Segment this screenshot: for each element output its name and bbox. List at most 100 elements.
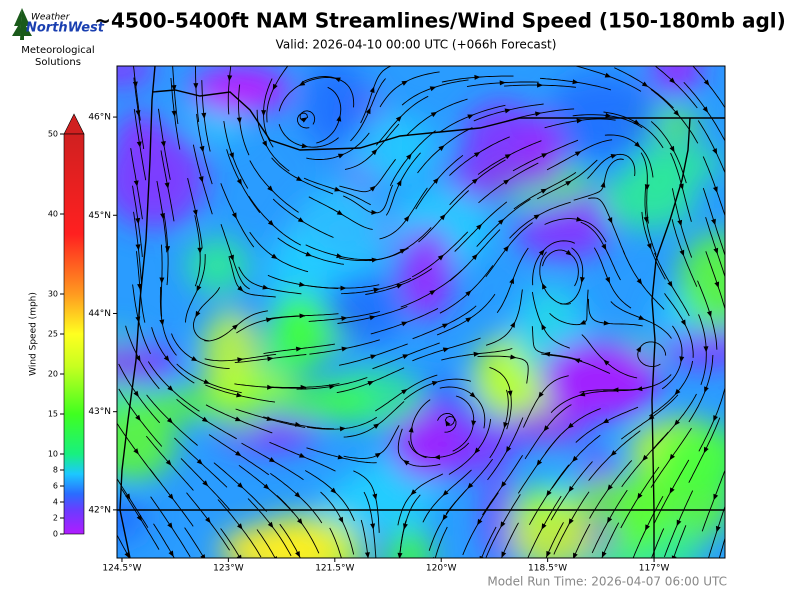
streamline-arrow: [336, 253, 343, 259]
streamline-arrow: [579, 319, 587, 325]
streamline-arrow: [437, 254, 444, 261]
streamline-arrow: [191, 356, 198, 362]
x-tick-label: 121.5°W: [315, 564, 354, 574]
streamline-arrow: [329, 384, 336, 390]
streamline-arrow: [198, 176, 204, 183]
streamline-arrow: [261, 110, 267, 117]
streamline-arrow: [237, 482, 244, 489]
streamline-arrow: [408, 426, 414, 433]
streamline-arrow: [369, 86, 375, 93]
colorbar-tick-label: 6: [53, 482, 58, 491]
map-frame: [116, 65, 726, 559]
streamline-arrow: [334, 186, 341, 192]
streamline-arrow: [294, 491, 301, 498]
streamline-arrow: [565, 180, 572, 186]
wind-field: [509, 500, 594, 558]
streamline-arrow: [199, 145, 205, 153]
streamline-arrow: [364, 552, 370, 558]
streamline-arrow: [401, 80, 408, 86]
streamline-arrow: [167, 522, 173, 529]
streamline-arrow: [533, 214, 541, 220]
streamline-arrow: [196, 458, 203, 465]
streamline-arrow: [499, 80, 506, 86]
streamline-arrow: [298, 80, 306, 86]
streamline-arrow: [410, 489, 417, 496]
streamline-arrow: [171, 85, 177, 92]
streamline-arrow: [578, 391, 586, 397]
streamline-arrow: [677, 219, 683, 227]
streamline: [184, 527, 205, 558]
logo-text: Weather: [31, 13, 71, 23]
streamline: [256, 529, 276, 558]
colorbar-tick-label: 25: [48, 330, 58, 339]
streamline-arrow: [429, 290, 436, 296]
streamline-arrow: [295, 550, 301, 558]
streamline-arrow: [135, 244, 141, 251]
streamline-arrow: [337, 153, 345, 159]
streamline-arrow: [713, 415, 718, 422]
streamline-arrow: [336, 210, 344, 216]
streamline-arrow: [702, 106, 709, 113]
streamline-arrow: [340, 285, 347, 291]
streamline: [434, 526, 448, 558]
colorbar-tick-label: 40: [48, 210, 58, 219]
streamline-arrow: [471, 420, 477, 427]
streamline-arrow: [167, 493, 174, 500]
colorbar-tick-label: 20: [48, 370, 58, 379]
streamline-arrow: [604, 72, 612, 78]
streamline-arrow: [607, 516, 613, 524]
streamline-arrow: [330, 487, 337, 494]
streamline-arrow: [402, 354, 409, 360]
streamline: [329, 527, 342, 558]
wind-field: [292, 187, 386, 283]
streamline-arrow: [160, 141, 166, 148]
wind-field: [514, 201, 613, 261]
streamline-arrow: [164, 182, 170, 189]
streamline-arrow: [305, 251, 312, 257]
streamline-arrow: [667, 280, 673, 288]
x-tick-label: 124.5°W: [102, 564, 141, 574]
wind-field: [320, 475, 406, 530]
streamline-arrow: [370, 354, 377, 360]
streamline-arrow: [339, 426, 346, 432]
streamline-arrow: [703, 446, 709, 454]
streamline-arrow: [713, 247, 719, 255]
streamline-arrow: [236, 392, 243, 398]
streamline-arrow: [537, 82, 544, 88]
streamline-arrow: [263, 483, 270, 490]
streamline-arrow: [643, 216, 649, 224]
streamline-arrow: [193, 83, 199, 90]
streamline-arrow: [236, 523, 243, 530]
colorbar-label: Wind Speed (mph): [29, 292, 39, 376]
streamline-arrow: [135, 217, 141, 225]
streamline-arrow: [294, 421, 302, 427]
streamline-arrow: [473, 351, 480, 357]
wind-field: [386, 525, 433, 558]
streamline-arrow: [674, 419, 680, 426]
streamline-arrow: [541, 323, 547, 331]
streamline-arrow: [711, 218, 716, 226]
wind-field: [446, 152, 534, 201]
streamline-arrow: [159, 319, 165, 326]
streamline-arrow: [510, 321, 516, 328]
streamline-arrow: [510, 354, 517, 360]
streamline-arrow: [680, 319, 686, 326]
wind-field: [342, 114, 436, 181]
streamline-arrow: [433, 454, 441, 460]
streamline-arrow: [474, 447, 481, 454]
wind-field: [117, 400, 177, 482]
streamline-arrow: [713, 493, 719, 501]
streamline-arrow: [646, 243, 652, 250]
streamline-arrow: [605, 112, 612, 118]
streamline-arrow: [703, 346, 709, 353]
streamline-arrow: [500, 521, 506, 528]
streamline-arrow: [648, 414, 655, 420]
wind-field: [545, 74, 660, 161]
streamline-arrow: [403, 215, 410, 222]
streamline-arrow: [429, 86, 437, 92]
streamline-arrow: [669, 487, 675, 494]
streamline-arrow: [370, 523, 376, 530]
wind-field: [267, 382, 378, 422]
streamline-arrow: [396, 179, 402, 187]
